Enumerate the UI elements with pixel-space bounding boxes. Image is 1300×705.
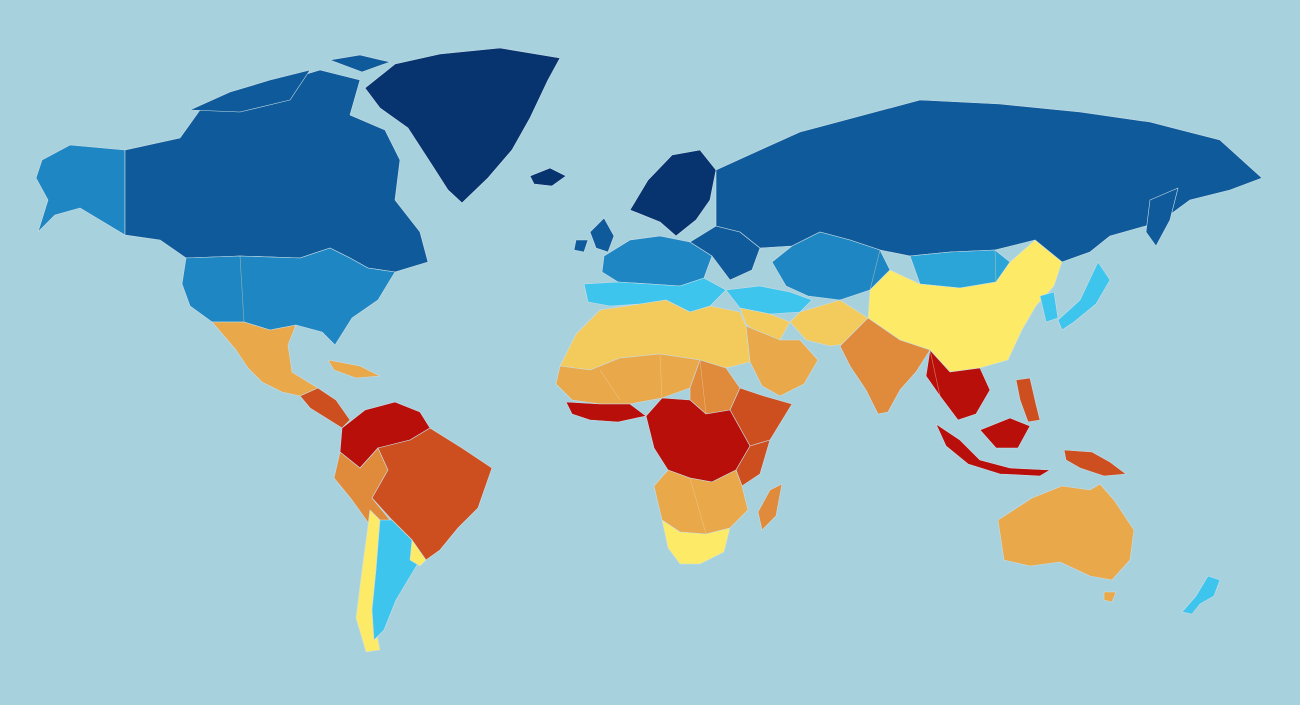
region-scandinavia bbox=[629, 149, 717, 237]
region-alaska bbox=[35, 144, 126, 236]
region-japan bbox=[1057, 261, 1111, 331]
region-usa bbox=[181, 247, 396, 346]
region-new-guinea bbox=[1063, 449, 1127, 477]
region-british-isles bbox=[573, 217, 615, 253]
region-new-zealand bbox=[1181, 575, 1221, 615]
region-korea bbox=[1039, 291, 1059, 323]
region-indonesia bbox=[935, 417, 1051, 477]
region-caribbean bbox=[327, 359, 381, 379]
region-tasmania bbox=[1103, 591, 1117, 603]
region-mexico bbox=[211, 321, 319, 397]
region-southeast-asia bbox=[925, 349, 991, 421]
region-india bbox=[839, 317, 931, 415]
region-south-africa bbox=[661, 519, 731, 565]
region-brazil bbox=[371, 427, 493, 561]
region-west-africa bbox=[565, 401, 647, 423]
region-russia-kamchatka bbox=[1145, 187, 1179, 247]
internal-borders bbox=[239, 249, 997, 541]
region-arabia bbox=[745, 325, 819, 397]
region-central-america bbox=[299, 387, 351, 429]
region-canada-islands bbox=[189, 54, 391, 113]
region-madagascar bbox=[757, 483, 783, 531]
region-greenland bbox=[364, 47, 561, 204]
region-uruguay bbox=[409, 539, 427, 567]
region-iceland bbox=[529, 167, 567, 187]
region-andes bbox=[333, 447, 391, 529]
region-philippines bbox=[1015, 377, 1041, 423]
region-sahel bbox=[555, 353, 701, 405]
region-australia bbox=[997, 483, 1135, 581]
